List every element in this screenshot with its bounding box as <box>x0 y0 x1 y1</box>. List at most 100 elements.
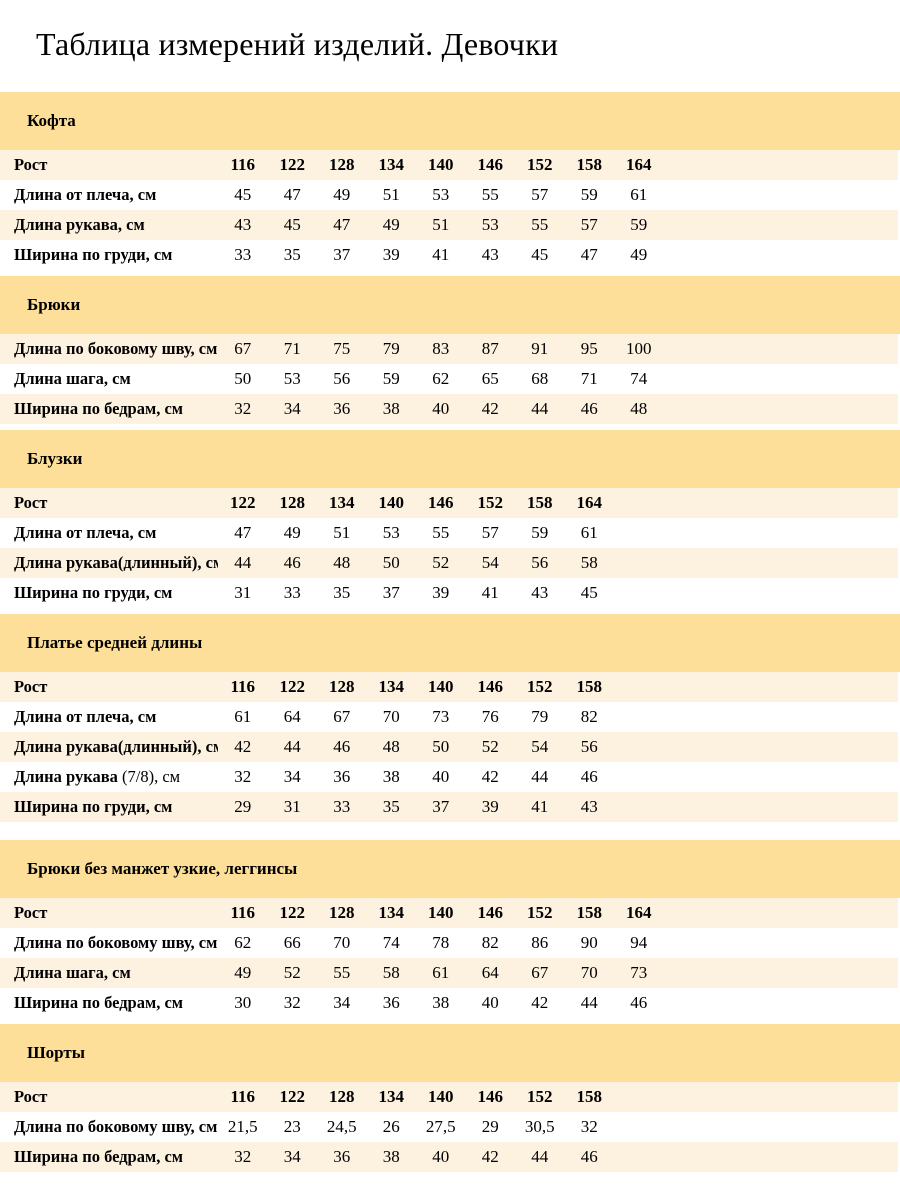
value-cell: 146 <box>477 677 504 696</box>
value-cell: 70 <box>382 707 400 726</box>
value-cell: 61 <box>234 707 252 726</box>
value-cell: 128 <box>329 903 355 922</box>
value-cell: 49 <box>382 215 400 234</box>
value-cell: 36 <box>333 399 351 418</box>
value-cell: 54 <box>481 553 499 572</box>
value-cell: 65 <box>481 369 499 388</box>
value-cell: 64 <box>283 707 301 726</box>
value-cell: 42 <box>481 767 499 786</box>
page-title: Таблица измерений изделий. Девочки <box>36 26 559 62</box>
value-cell: 40 <box>432 399 450 418</box>
value-cell: 116 <box>230 903 256 922</box>
section-band: Шорты <box>0 1024 900 1082</box>
row-label: Длина по боковому шву, см <box>14 339 218 358</box>
height-header-row: Рост 116 122 128 134 140 146 152 158 <box>0 672 898 702</box>
measurement-row: Длина рукава(длинный), см 44 46 48 50 52 54 56 5… <box>0 548 898 578</box>
value-cell: 158 <box>576 1087 603 1106</box>
measurement-row: Ширина по бедрам, см 30 32 34 36 38 40 42 44 46 <box>0 988 898 1018</box>
row-label: Рост <box>14 155 48 174</box>
value-cell: 79 <box>382 339 400 358</box>
measurement-row: Ширина по груди, см 31 33 35 37 39 41 43 45 <box>0 578 898 608</box>
value-cell: 73 <box>432 707 450 726</box>
value-cell: 41 <box>481 583 499 602</box>
measurement-row: Длина от плеча, см 45 47 49 51 53 55 57 59 61 <box>0 180 898 210</box>
value-cell: 140 <box>428 1087 454 1106</box>
section-band: Блузки <box>0 430 900 488</box>
value-cell: 51 <box>432 215 450 234</box>
value-cell: 53 <box>283 369 301 388</box>
value-cell: 67 <box>234 339 252 358</box>
value-cell: 164 <box>576 493 603 512</box>
value-cell: 44 <box>234 553 252 572</box>
value-cell: 146 <box>477 1087 504 1106</box>
row-label: Ширина по бедрам, см <box>14 993 184 1012</box>
value-cell: 23 <box>283 1117 301 1136</box>
section-gap <box>0 270 900 276</box>
measurement-row: Длина по боковому шву, см 21,5 23 24,5 26 27,… <box>0 1112 898 1142</box>
value-cell: 56 <box>580 737 598 756</box>
value-cell: 47 <box>234 523 252 542</box>
value-cell: 146 <box>428 493 454 512</box>
row-label: Рост <box>14 677 48 696</box>
value-cell: 94 <box>630 933 648 952</box>
value-cell: 53 <box>481 215 499 234</box>
value-cell: 32 <box>234 1147 252 1166</box>
row-label: Ширина по груди, см <box>14 245 173 264</box>
value-cell: 100 <box>626 339 652 358</box>
value-cell: 36 <box>382 993 400 1012</box>
value-cell: 48 <box>382 737 400 756</box>
value-cell: 42 <box>481 399 499 418</box>
value-cell: 82 <box>481 933 499 952</box>
value-cell: 44 <box>531 1147 549 1166</box>
value-cell: 83 <box>432 339 450 358</box>
value-cell: 51 <box>333 523 351 542</box>
value-cell: 152 <box>527 155 553 174</box>
value-cell: 73 <box>630 963 648 982</box>
value-cell: 158 <box>576 155 603 174</box>
value-cell: 43 <box>580 797 598 816</box>
value-cell: 52 <box>432 553 450 572</box>
measurement-row: Длина по боковому шву, см 67 71 75 79 83 87 91 9… <box>0 334 898 364</box>
row-label: Длина от плеча, см <box>14 185 157 204</box>
value-cell: 52 <box>481 737 499 756</box>
row-label: Рост <box>14 903 48 922</box>
value-cell: 38 <box>382 767 400 786</box>
value-cell: 67 <box>531 963 549 982</box>
section-title: Блузки <box>27 449 83 468</box>
value-cell: 47 <box>283 185 301 204</box>
measurement-row: Длина от плеча, см 61 64 67 70 73 76 79 82 <box>0 702 898 732</box>
value-cell: 37 <box>333 245 351 264</box>
value-cell: 30 <box>234 993 252 1012</box>
value-cell: 49 <box>283 523 301 542</box>
row-label: Рост <box>14 493 48 512</box>
row-label: Длина по боковому шву, см <box>14 1117 218 1136</box>
value-cell: 33 <box>234 245 252 264</box>
value-cell: 90 <box>580 933 598 952</box>
value-cell: 44 <box>283 737 301 756</box>
value-cell: 61 <box>580 523 598 542</box>
row-label: Рост <box>14 1087 48 1106</box>
value-cell: 59 <box>382 369 400 388</box>
value-cell: 30,5 <box>524 1117 555 1136</box>
measurement-row: Длина рукава, см 43 45 47 49 51 53 55 57 59 <box>0 210 898 240</box>
row-label: Длина шага, см <box>14 963 131 982</box>
value-cell: 59 <box>630 215 648 234</box>
value-cell: 40 <box>481 993 499 1012</box>
section-band: Кофта <box>0 92 900 150</box>
value-cell: 43 <box>234 215 252 234</box>
section-title: Платье средней длины <box>27 633 203 652</box>
value-cell: 34 <box>283 1147 301 1166</box>
value-cell: 49 <box>234 963 252 982</box>
measurement-row: Длина шага, см 50 53 56 59 62 65 68 71 74 <box>0 364 898 394</box>
value-cell: 29 <box>234 797 252 816</box>
value-cell: 79 <box>531 707 549 726</box>
value-cell: 39 <box>382 245 400 264</box>
height-header-row: Рост 116 122 128 134 140 146 152 158 164 <box>0 898 898 928</box>
value-cell: 55 <box>432 523 450 542</box>
value-cell: 37 <box>382 583 400 602</box>
measurement-row: Ширина по груди, см 29 31 33 35 37 39 41 43 <box>0 792 898 822</box>
value-cell: 158 <box>576 677 603 696</box>
value-cell: 55 <box>481 185 499 204</box>
value-cell: 140 <box>428 903 454 922</box>
value-cell: 54 <box>531 737 549 756</box>
